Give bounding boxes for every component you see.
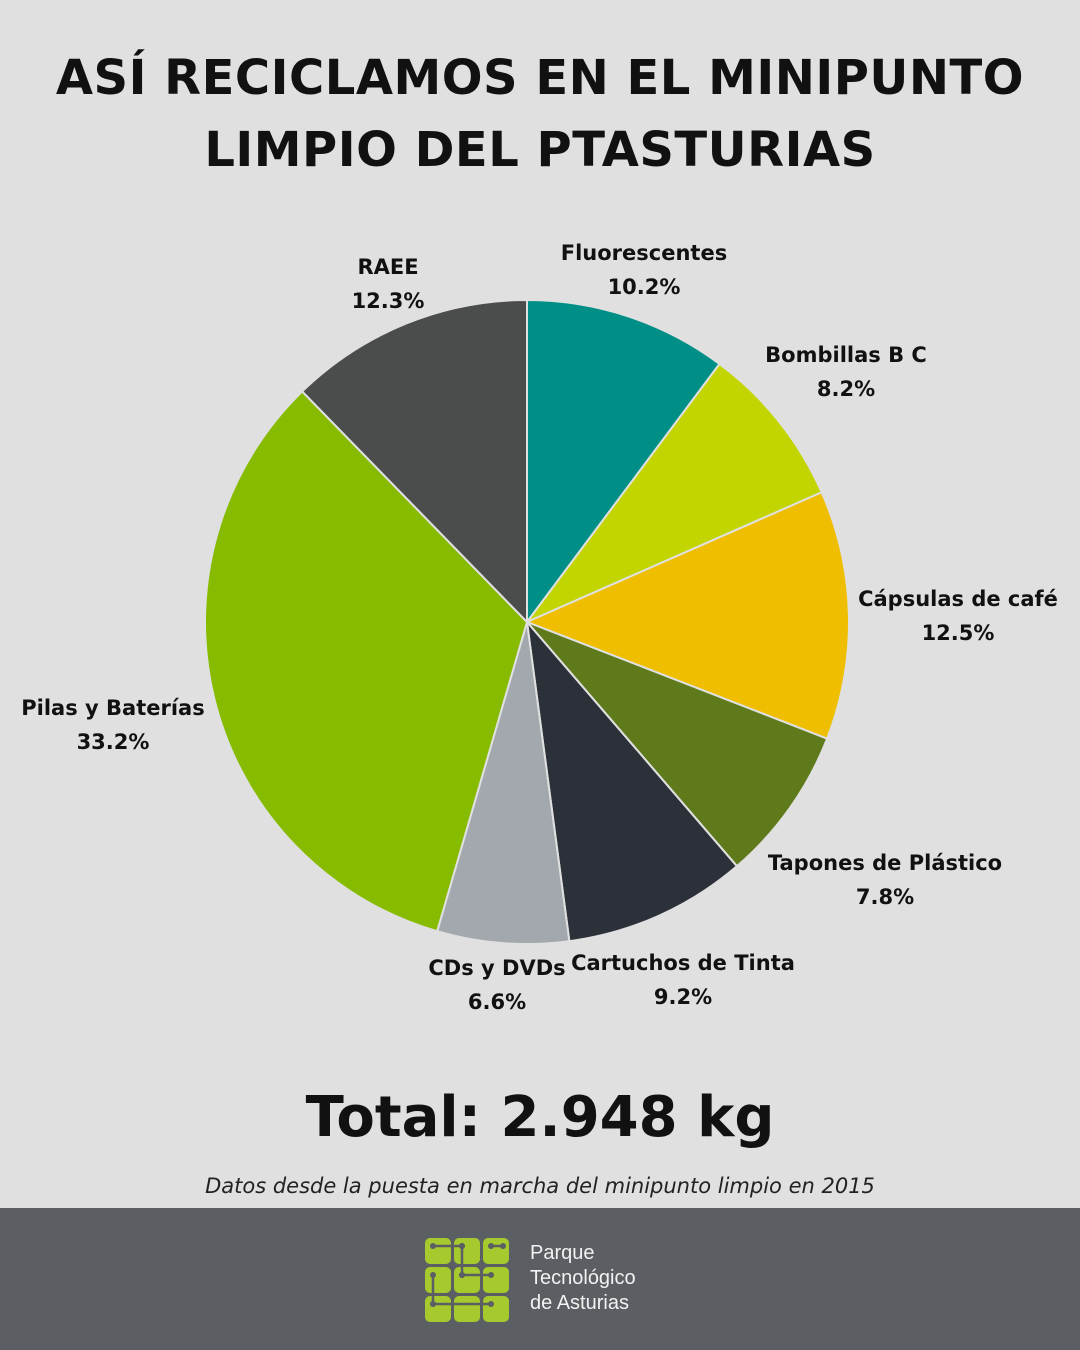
title-line-1: ASÍ RECICLAMOS EN EL MINIPUNTO — [55, 50, 1025, 106]
slice-name-label: RAEE — [357, 255, 418, 279]
pie-labels: Fluorescentes 10.2% Bombillas B C 8.2% Cápsu… — [21, 241, 1058, 1014]
pie-chart: Fluorescentes 10.2% Bombillas B C 8.2% Cápsu… — [21, 241, 1058, 1014]
pie-slice — [526, 621, 829, 868]
slice-name-label: CDs y DVDs — [428, 956, 565, 980]
brand-line-2: Tecnológico — [530, 1267, 636, 1289]
pie-slice — [204, 390, 529, 933]
slice-percent-label: 12.3% — [352, 289, 425, 313]
pie-slice — [435, 621, 571, 945]
slice-percent-label: 6.6% — [468, 990, 526, 1014]
slice-percent-label: 12.5% — [922, 621, 995, 645]
slice-percent-label: 7.8% — [856, 885, 914, 909]
page-title: ASÍ RECICLAMOS EN EL MINIPUNTO LIMPIO DE… — [0, 42, 1080, 186]
footer-bar: Parque Tecnológico de Asturias — [0, 1208, 1080, 1350]
pie-slice — [525, 618, 739, 943]
pie-slice — [300, 298, 528, 625]
slice-name-label: Cápsulas de café — [858, 587, 1058, 611]
pie-slice — [526, 298, 721, 626]
slice-name-label: Pilas y Baterías — [21, 696, 204, 720]
slice-percent-label: 10.2% — [608, 275, 681, 299]
slice-name-label: Fluorescentes — [561, 241, 727, 265]
brand-line-3: de Asturias — [530, 1292, 629, 1314]
slice-percent-label: 33.2% — [77, 730, 150, 754]
data-source-note: Datos desde la puesta en marcha del mini… — [205, 1174, 875, 1198]
pie-slice — [523, 362, 824, 625]
slice-name-label: Tapones de Plástico — [768, 851, 1002, 875]
pie-slices — [204, 298, 851, 945]
slice-name-label: Bombillas B C — [765, 343, 927, 367]
title-line-2: LIMPIO DEL PTASTURIAS — [204, 122, 876, 178]
ptasturias-logo-icon — [425, 1238, 509, 1322]
total-weight: Total: 2.948 kg — [305, 1085, 775, 1150]
pie-slice — [524, 490, 851, 740]
slice-name-label: Cartuchos de Tinta — [571, 951, 795, 975]
brand-line-1: Parque — [530, 1242, 595, 1264]
brand-name: Parque Tecnológico de Asturias — [530, 1241, 636, 1316]
slice-percent-label: 9.2% — [654, 985, 712, 1009]
slice-percent-label: 8.2% — [817, 377, 875, 401]
